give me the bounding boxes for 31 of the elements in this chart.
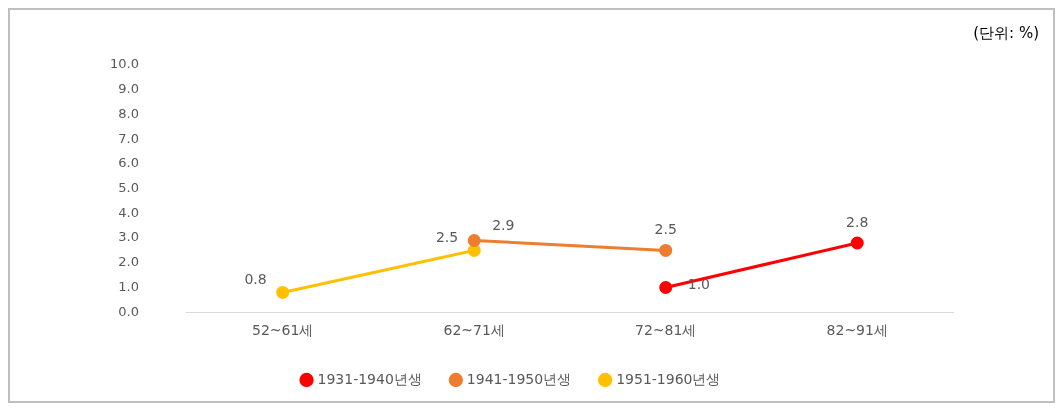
y-tick-label: 6.0 bbox=[118, 155, 139, 171]
y-tick-label: 2.0 bbox=[118, 254, 139, 270]
point bbox=[659, 280, 673, 294]
legend-label: 1941-1950년생 bbox=[466, 370, 572, 387]
y-tick-label: 0.0 bbox=[118, 303, 139, 319]
y-tick-label: 4.0 bbox=[118, 204, 139, 220]
point bbox=[467, 243, 481, 257]
x-tick-label: 72~81세 bbox=[635, 322, 697, 339]
legend-label: 1951-1960년생 bbox=[616, 370, 721, 387]
text: (단위: %) bbox=[973, 23, 1039, 42]
y-tick-label: 7.0 bbox=[118, 130, 139, 146]
data-label: 2.8 bbox=[846, 213, 869, 230]
y-tick-label: 1.0 bbox=[118, 278, 139, 294]
data-label: 0.8 bbox=[244, 271, 267, 288]
point bbox=[467, 234, 481, 248]
y-tick-label: 10.0 bbox=[109, 56, 139, 72]
legend-label: 1931-1940년생 bbox=[317, 370, 422, 387]
point bbox=[659, 243, 673, 257]
point bbox=[850, 236, 864, 250]
y-tick-label: 5.0 bbox=[118, 179, 139, 195]
x-tick-label: 82~91세 bbox=[826, 322, 888, 339]
data-label: 2.5 bbox=[654, 221, 677, 238]
y-tick-label: 3.0 bbox=[118, 229, 139, 245]
point bbox=[276, 285, 290, 299]
data-label: 2.9 bbox=[492, 217, 515, 234]
x-tick-label: 52~61세 bbox=[252, 322, 314, 339]
y-tick-label: 8.0 bbox=[118, 105, 139, 121]
y-tick-label: 9.0 bbox=[118, 81, 139, 97]
data-label: 2.5 bbox=[435, 229, 459, 246]
data-label: 1.0 bbox=[687, 276, 710, 293]
x-tick-label: 62~71세 bbox=[443, 322, 505, 339]
